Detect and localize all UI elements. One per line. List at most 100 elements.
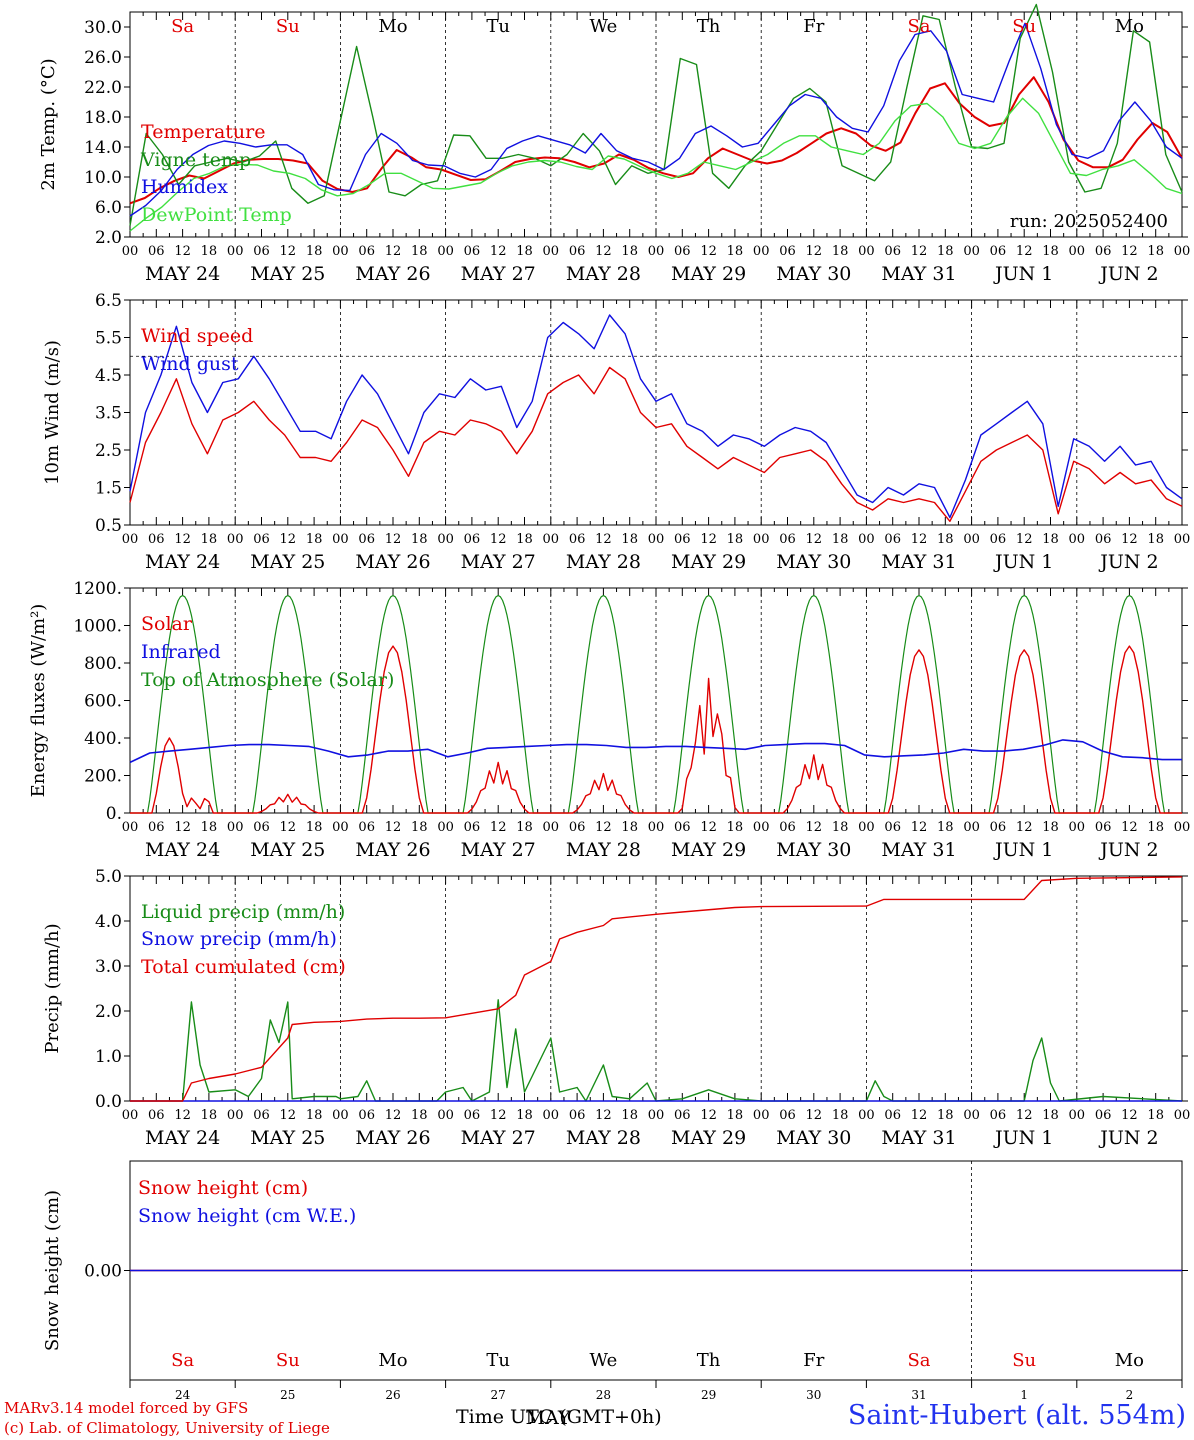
hour-label: 06 bbox=[884, 820, 901, 835]
y-tick-label: 10.0 bbox=[84, 168, 122, 188]
legend-entry: Snow height (cm) bbox=[138, 1177, 308, 1199]
hour-label: 12 bbox=[806, 244, 823, 259]
hour-label: 00 bbox=[227, 820, 244, 835]
y-axis-label: Energy fluxes (W/m²) bbox=[28, 604, 49, 798]
date-label: MAY 27 bbox=[461, 1127, 536, 1149]
hour-label: 12 bbox=[595, 244, 612, 259]
hour-label: 12 bbox=[174, 1108, 191, 1123]
hour-label: 18 bbox=[621, 1108, 638, 1123]
weekday-label: Sa bbox=[171, 1350, 194, 1371]
panel-3: 0. 200. 400. 600. 800. 1000. 1200. 00 06 12 18 00 06… bbox=[28, 579, 1190, 861]
date-label: MAY 24 bbox=[145, 839, 220, 861]
hour-label: 00 bbox=[227, 532, 244, 547]
series-solar bbox=[130, 645, 1182, 814]
hour-label: 00 bbox=[332, 820, 349, 835]
hour-label: 06 bbox=[148, 532, 165, 547]
hour-label: 18 bbox=[516, 532, 533, 547]
y-axis-label: 2m Temp. (°C) bbox=[38, 58, 59, 190]
hour-label: 18 bbox=[937, 244, 954, 259]
hour-label: 00 bbox=[122, 244, 139, 259]
panel-4: 0.0 1.0 2.0 3.0 4.0 5.0 00 06 12 18 00 06 12 18 00 06 12… bbox=[42, 867, 1190, 1149]
hour-label: 00 bbox=[122, 532, 139, 547]
hour-label: 12 bbox=[174, 244, 191, 259]
hour-label: 18 bbox=[1042, 244, 1059, 259]
hour-label: 06 bbox=[253, 532, 270, 547]
bottom-day-number: 1 bbox=[1020, 1388, 1028, 1402]
hour-label: 00 bbox=[753, 532, 770, 547]
hour-label: 06 bbox=[674, 1108, 691, 1123]
hour-label: 18 bbox=[937, 820, 954, 835]
weekday-label: Mo bbox=[1115, 1350, 1144, 1371]
legend-entry: Liquid precip (mm/h) bbox=[141, 901, 345, 923]
date-label: MAY 27 bbox=[461, 263, 536, 285]
hour-label: 12 bbox=[490, 820, 507, 835]
hour-label: 12 bbox=[700, 244, 717, 259]
hour-label: 06 bbox=[674, 820, 691, 835]
hour-label: 18 bbox=[411, 244, 428, 259]
hour-label: 18 bbox=[621, 820, 638, 835]
weekday-label: Fr bbox=[803, 1350, 824, 1371]
y-tick-label: 1.0 bbox=[95, 1047, 122, 1067]
date-label: JUN 1 bbox=[993, 1127, 1053, 1149]
hour-label: 12 bbox=[385, 820, 402, 835]
panel-1: 2.0 6.0 10.0 14.0 18.0 22.0 26.0 30.0 00 06 12 18 00… bbox=[38, 3, 1190, 285]
hour-label: 00 bbox=[858, 820, 875, 835]
date-label: MAY 25 bbox=[250, 263, 325, 285]
hour-label: 00 bbox=[753, 1108, 770, 1123]
hour-label: 06 bbox=[358, 244, 375, 259]
hour-label: 18 bbox=[411, 1108, 428, 1123]
hour-label: 06 bbox=[990, 1108, 1007, 1123]
hour-label: 18 bbox=[621, 532, 638, 547]
weekday-label: Tu bbox=[486, 1350, 510, 1371]
model-credit: MARv3.14 model forced by GFS bbox=[4, 1399, 249, 1417]
series-dewpoint-temp bbox=[129, 97, 1183, 232]
y-tick-label: 30.0 bbox=[84, 18, 122, 38]
hour-label: 06 bbox=[990, 820, 1007, 835]
hour-label: 12 bbox=[385, 244, 402, 259]
y-tick-label: 18.0 bbox=[84, 108, 122, 128]
date-label: MAY 28 bbox=[566, 263, 641, 285]
hour-label: 06 bbox=[358, 1108, 375, 1123]
y-tick-label: 1.5 bbox=[95, 479, 122, 499]
weekday-label: Tu bbox=[486, 16, 510, 37]
hour-label: 06 bbox=[569, 244, 586, 259]
time-axis-label: Time UTC (GMT+0h) bbox=[456, 1406, 662, 1428]
hour-label: 00 bbox=[858, 244, 875, 259]
plot-frame bbox=[129, 587, 1183, 814]
hour-label: 00 bbox=[648, 244, 665, 259]
y-tick-label: 22.0 bbox=[84, 78, 122, 98]
hour-label: 18 bbox=[727, 532, 744, 547]
hour-label: 00 bbox=[227, 1108, 244, 1123]
hour-label: 06 bbox=[1095, 244, 1112, 259]
hour-label: 06 bbox=[253, 820, 270, 835]
legend-entry: Snow height (cm W.E.) bbox=[138, 1205, 356, 1227]
hour-label: 12 bbox=[174, 532, 191, 547]
y-tick-label: 26.0 bbox=[84, 48, 122, 68]
hour-label: 00 bbox=[963, 1108, 980, 1123]
hour-label: 12 bbox=[806, 820, 823, 835]
hour-label: 00 bbox=[437, 244, 454, 259]
date-label: MAY 26 bbox=[355, 1127, 430, 1149]
weekday-label: Su bbox=[276, 16, 300, 37]
hour-label: 00 bbox=[858, 532, 875, 547]
hour-label: 12 bbox=[1121, 1108, 1138, 1123]
weekday-label: Th bbox=[697, 1350, 721, 1371]
weekday-label: Sa bbox=[171, 16, 194, 37]
bottom-day-number: 29 bbox=[701, 1388, 716, 1402]
weekday-label: Mo bbox=[378, 16, 407, 37]
y-tick-label: 4.0 bbox=[95, 912, 122, 932]
date-label: MAY 31 bbox=[881, 263, 956, 285]
panel-2: 0.5 1.5 2.5 3.5 4.5 5.5 6.5 00 06 12 18 00 06 12 18 00 0… bbox=[42, 291, 1190, 573]
date-label: JUN 1 bbox=[993, 551, 1053, 573]
hour-label: 12 bbox=[700, 532, 717, 547]
y-tick-label: 2.0 bbox=[95, 228, 122, 248]
weekday-label: Mo bbox=[1115, 16, 1144, 37]
y-tick-label: 3.5 bbox=[95, 404, 122, 424]
date-label: MAY 29 bbox=[671, 1127, 746, 1149]
series-vigne-temp bbox=[129, 3, 1183, 226]
hour-label: 18 bbox=[832, 820, 849, 835]
date-label: MAY 24 bbox=[145, 263, 220, 285]
hour-label: 18 bbox=[516, 820, 533, 835]
date-label: MAY 27 bbox=[461, 551, 536, 573]
